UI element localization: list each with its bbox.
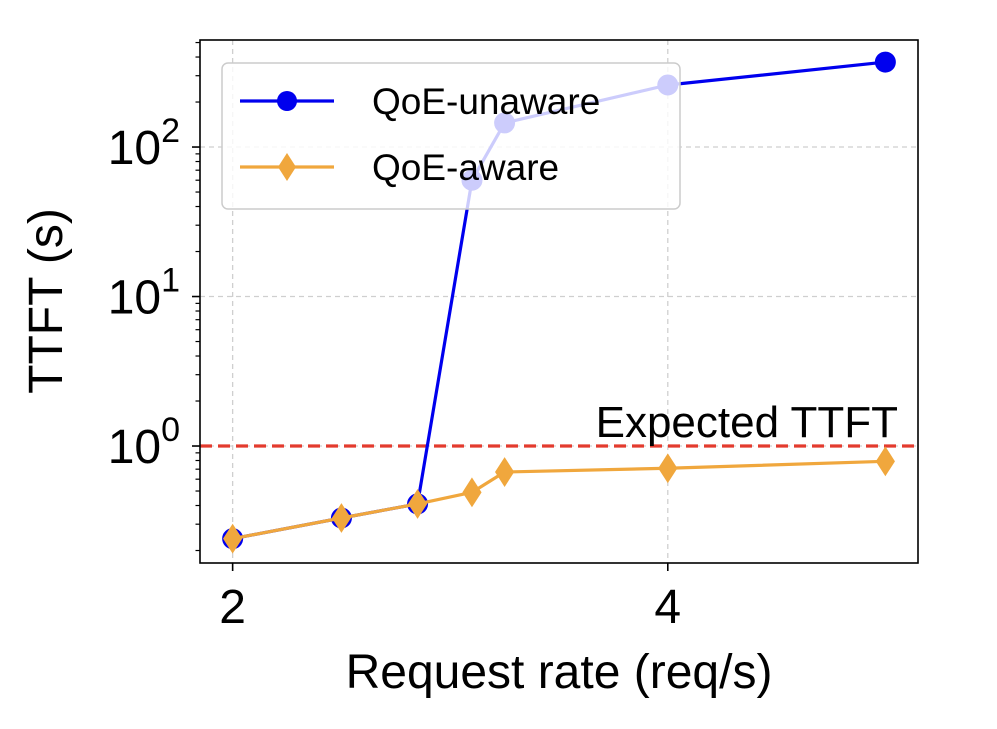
qoe-aware-point <box>407 488 428 519</box>
qoe-aware-point <box>495 457 515 487</box>
qoe-aware-point <box>462 477 482 508</box>
plot-frame <box>199 39 919 564</box>
x-tick-label: 4 <box>654 581 681 634</box>
qoe-unaware-point <box>874 51 896 73</box>
qoe-aware-point <box>331 503 352 533</box>
legend-qoe-aware-label: QoE-aware <box>372 147 559 188</box>
legend-qoe-unaware-label: QoE-unaware <box>372 81 600 122</box>
qoe-aware-point <box>223 523 243 554</box>
legend-box <box>221 62 681 210</box>
reference-line-label: Expected TTFT <box>596 398 898 447</box>
y-axis-label: TTFT (s) <box>20 208 73 394</box>
legend-qoe-unaware-marker <box>277 91 297 111</box>
legend-qoe-aware-marker <box>278 153 296 181</box>
qoe-aware-point <box>875 446 895 477</box>
axis-ticks: 2 4 100 101 102 <box>108 41 681 634</box>
y-tick-label: 102 <box>108 112 180 175</box>
x-tick-label: 2 <box>219 581 246 634</box>
qoe-aware-point <box>658 453 678 484</box>
legend: QoE-unaware QoE-aware <box>221 62 681 210</box>
y-tick-label: 100 <box>108 411 180 474</box>
x-axis-label: Request rate (req/s) <box>346 646 773 699</box>
y-tick-label: 101 <box>108 262 180 325</box>
